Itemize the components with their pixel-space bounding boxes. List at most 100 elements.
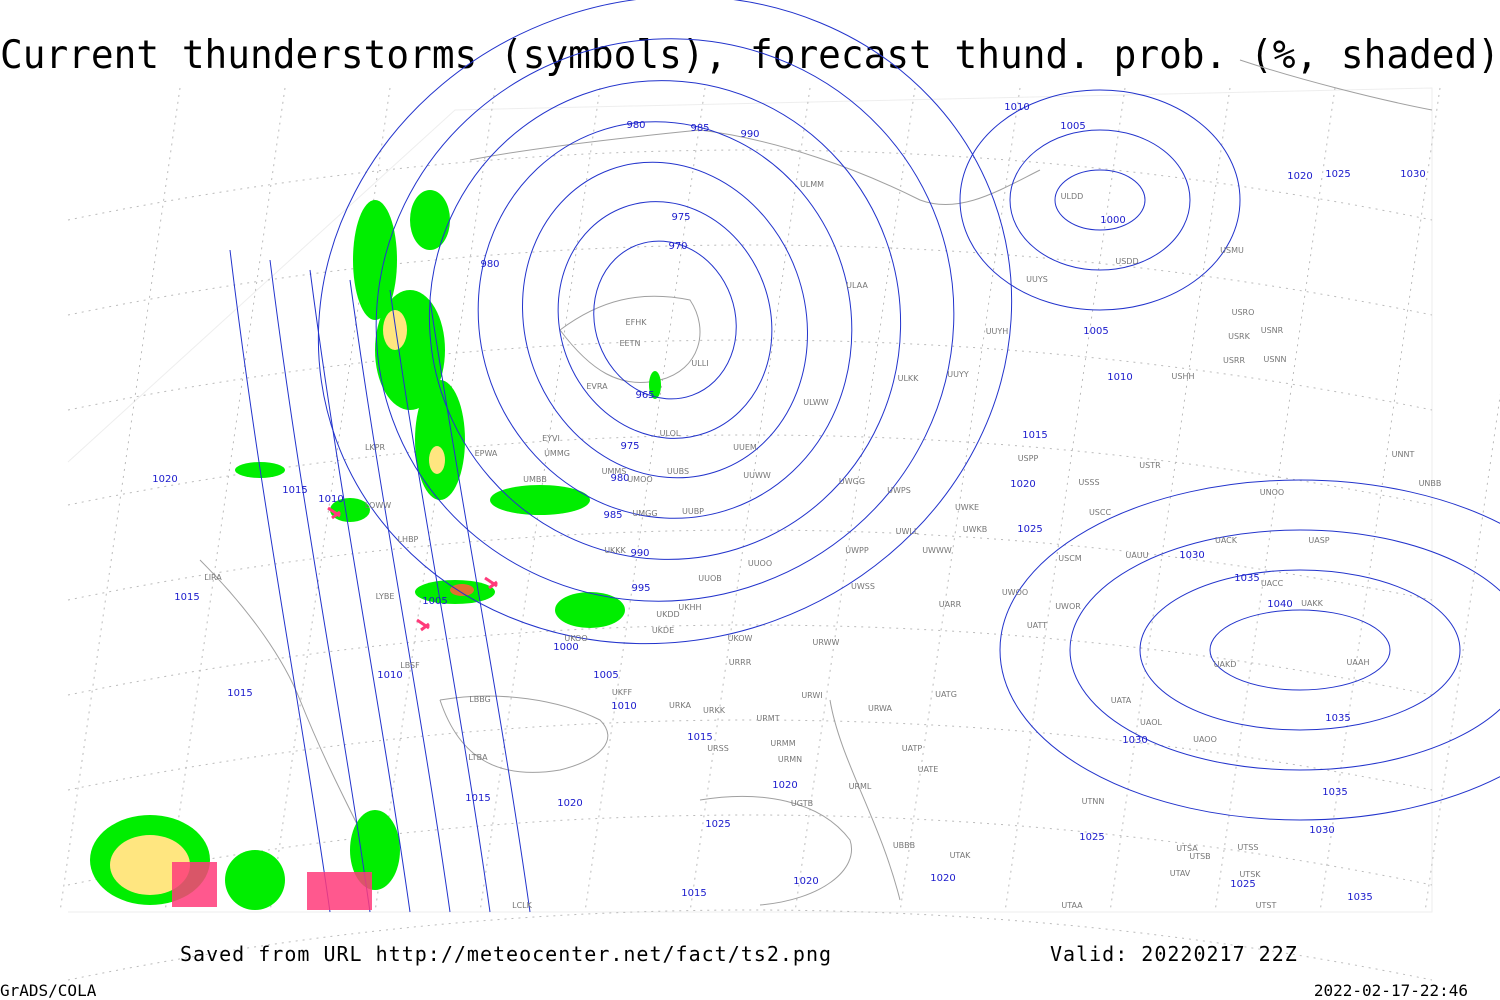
isobar <box>1139 569 1461 731</box>
station-label: UWLL <box>896 527 919 536</box>
isobars <box>229 0 1500 913</box>
station-label: UAUU <box>1125 551 1148 560</box>
isobar-label: 970 <box>668 241 687 252</box>
isobar-label: 1015 <box>465 793 490 804</box>
isobar <box>593 240 737 400</box>
isobar-label: 1015 <box>282 485 307 496</box>
station-label: UUEM <box>733 443 757 452</box>
station-label: UATT <box>1027 621 1047 630</box>
isobar-label: 1035 <box>1234 573 1259 584</box>
station-label: USRR <box>1223 356 1245 365</box>
station-label: UAOO <box>1193 735 1217 744</box>
station-label: UWPS <box>887 486 911 495</box>
station-label: ULWW <box>803 398 828 407</box>
station-label: UATP <box>902 744 923 753</box>
station-label: UKHH <box>678 603 701 612</box>
station-label: URKA <box>669 701 692 710</box>
station-label: LYBE <box>376 592 395 601</box>
station-label: UKOO <box>564 634 587 643</box>
map-area: 980 985 990 1010 1005 1000 1020 1025 1030 975 970 9… <box>59 0 1500 981</box>
station-label: EFHK <box>626 318 648 327</box>
isobar-label: 975 <box>671 212 690 223</box>
isobar <box>375 38 955 602</box>
station-label: UACC <box>1261 579 1284 588</box>
isobar-label: 1035 <box>1347 892 1372 903</box>
isobar-label: 1005 <box>1060 121 1085 132</box>
isobar-label: 1015 <box>174 592 199 603</box>
station-label: USPP <box>1018 454 1039 463</box>
isobar <box>1054 169 1146 231</box>
isobar-label: 1030 <box>1400 169 1425 180</box>
isobar-label: 1020 <box>557 798 582 809</box>
isobar-label: 1020 <box>930 873 955 884</box>
station-label: UNBB <box>1419 479 1442 488</box>
station-label: USRO <box>1232 308 1255 317</box>
station-label: URKK <box>703 706 726 715</box>
coastlines <box>199 59 1433 906</box>
station-label: UMBB <box>523 475 547 484</box>
station-label: LHBP <box>398 535 419 544</box>
station-label: UKDD <box>656 610 679 619</box>
isobar-label: 975 <box>620 441 639 452</box>
meridian <box>479 87 601 913</box>
isobar-label: 1025 <box>1230 879 1255 890</box>
station-label: UWGG <box>839 477 865 486</box>
station-label: UUYY <box>947 370 969 379</box>
station-label: UTSS <box>1238 843 1259 852</box>
parallel <box>67 529 1433 601</box>
station-label: USDD <box>1115 257 1138 266</box>
station-label: UWPP <box>845 546 869 555</box>
isobar <box>999 479 1500 821</box>
station-label: LOWW <box>365 501 391 510</box>
station-label: ULOL <box>660 429 681 438</box>
station-label: EETN <box>620 339 641 348</box>
station-label: UACK <box>1215 536 1238 545</box>
station-label: ULDD <box>1061 192 1084 201</box>
station-label: UBBB <box>893 841 915 850</box>
station-label: UUBP <box>682 507 704 516</box>
station-label: UTAV <box>1170 869 1191 878</box>
isobar-label: 995 <box>631 583 650 594</box>
graticule <box>59 87 1500 981</box>
station-label: UMMS <box>602 467 627 476</box>
station-label: UWWW <box>922 546 952 555</box>
isobar-label: 1010 <box>377 670 402 681</box>
isobar-label: 990 <box>630 548 649 559</box>
isobar-label: 965 <box>635 390 654 401</box>
station-label: UUOO <box>748 559 772 568</box>
station-label: LIRA <box>204 573 222 582</box>
isobar <box>309 269 411 913</box>
station-label: UAKK <box>1301 599 1324 608</box>
valid-time: Valid: 20220217 22Z <box>1050 942 1298 966</box>
isobar-label: 1025 <box>1017 524 1042 535</box>
isobar-label: 1015 <box>1022 430 1047 441</box>
source-url: Saved from URL http://meteocenter.net/fa… <box>180 942 832 966</box>
parallel <box>67 624 1433 696</box>
meridian <box>1109 87 1231 913</box>
station-label: URWW <box>813 638 840 647</box>
station-label: URMM <box>770 739 795 748</box>
station-label: UKDE <box>652 626 674 635</box>
station-label: URMN <box>778 755 802 764</box>
station-label: UMOO <box>627 475 652 484</box>
isobar-label: 1010 <box>318 494 343 505</box>
station-label: UKOW <box>728 634 753 643</box>
station-label: UNNT <box>1392 450 1415 459</box>
map-labels: 980 985 990 1010 1005 1000 1020 1025 1030 975 970 9… <box>152 102 1441 910</box>
station-label: ULAA <box>846 281 868 290</box>
station-label: ULLI <box>691 359 708 368</box>
isobar <box>1009 129 1191 271</box>
title: Current thunderstorms (symbols), forecas… <box>0 33 1500 78</box>
station-label: UTNN <box>1082 797 1105 806</box>
station-label: UWSS <box>851 582 875 591</box>
station-label: UGTB <box>791 799 813 808</box>
isobar-label: 1010 <box>1107 372 1132 383</box>
station-label: USSS <box>1078 478 1099 487</box>
station-label: UWKB <box>963 525 988 534</box>
isobar <box>428 80 902 560</box>
isobar <box>429 299 531 913</box>
station-label: EPWA <box>475 449 498 458</box>
isobar-label: 1000 <box>553 642 578 653</box>
